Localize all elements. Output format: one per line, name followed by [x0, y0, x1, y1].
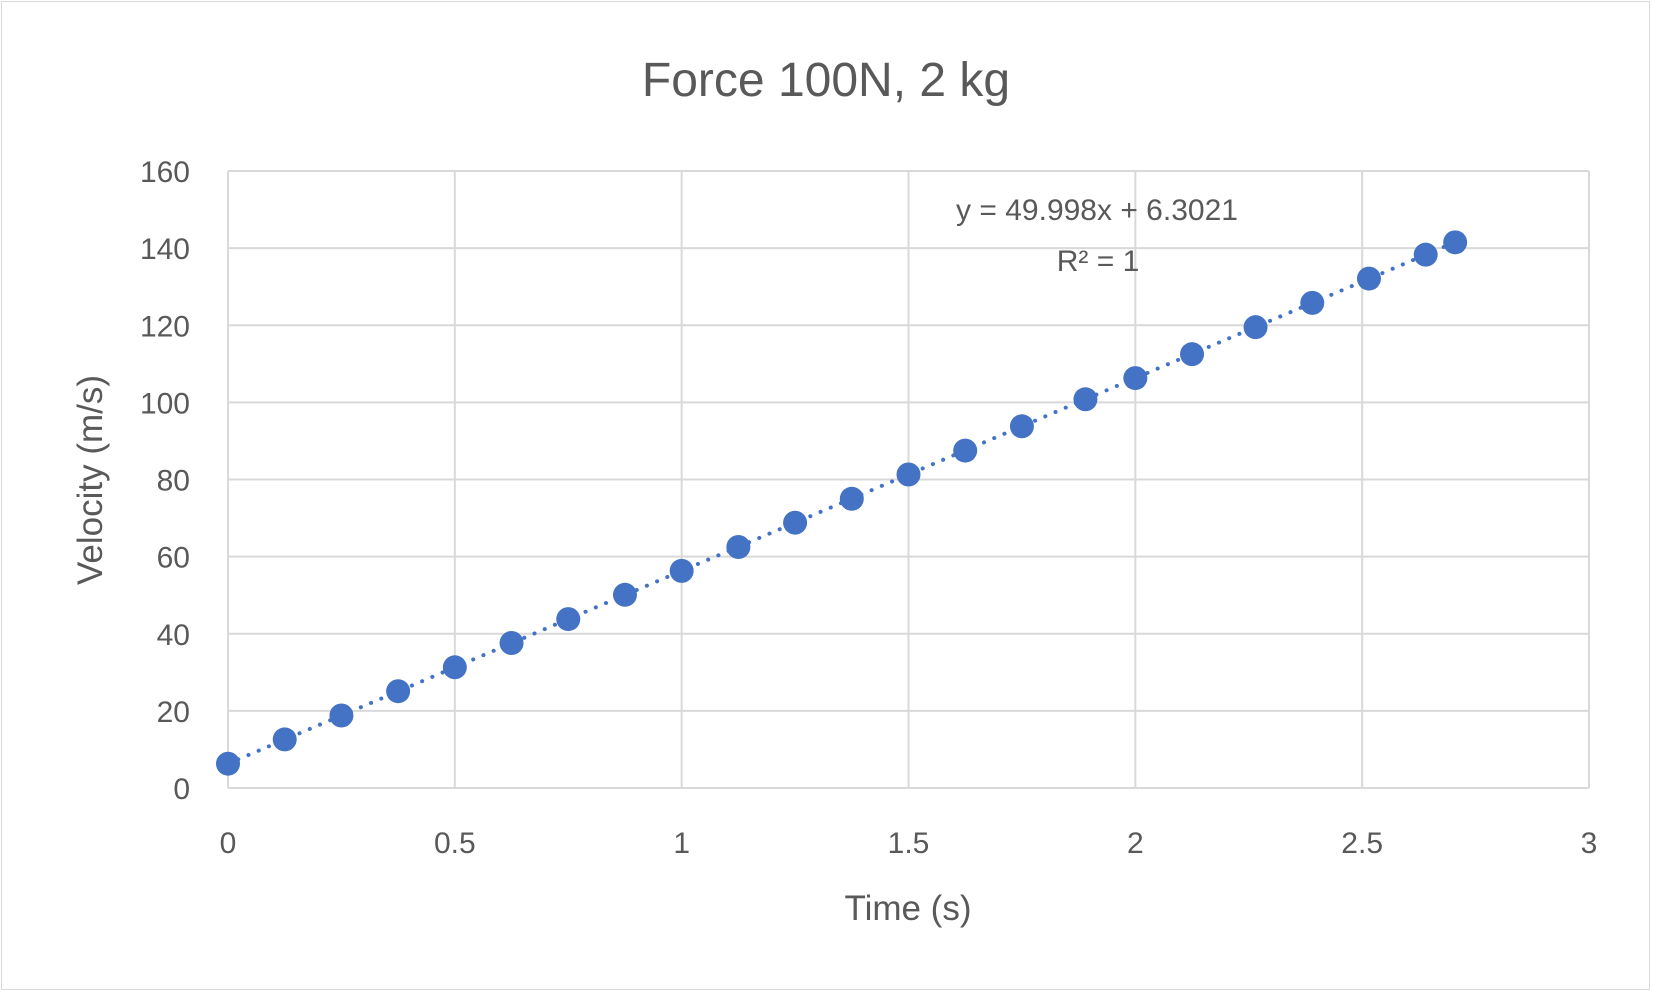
y-tick-label: 140 — [140, 233, 190, 266]
data-point — [442, 655, 467, 680]
data-point — [1356, 266, 1381, 291]
data-point — [1243, 315, 1268, 340]
data-point — [1300, 290, 1325, 315]
data-point — [386, 679, 411, 704]
data-point — [669, 558, 694, 583]
data-point — [1180, 342, 1205, 367]
y-tick-label: 0 — [173, 773, 190, 806]
x-tick-label: 2 — [1127, 827, 1144, 860]
x-tick-label: 1.5 — [888, 827, 930, 860]
data-point — [1009, 414, 1034, 439]
data-point — [1443, 230, 1468, 255]
x-tick-label: 2.5 — [1341, 827, 1383, 860]
y-axis-title: Velocity (m/s) — [71, 375, 110, 585]
trendline-equation: y = 49.998x + 6.3021 — [956, 194, 1238, 227]
y-tick-label: 100 — [140, 387, 190, 420]
y-axis-tick-labels: 0 20 40 60 80 100 120 140 160 — [140, 156, 190, 806]
data-point — [499, 631, 524, 656]
x-tick-label: 1 — [673, 827, 690, 860]
data-points — [216, 230, 1468, 776]
y-tick-label: 80 — [157, 465, 190, 498]
x-tick-label: 0 — [220, 827, 237, 860]
data-point — [556, 607, 581, 632]
data-point — [329, 703, 354, 728]
data-point — [1413, 242, 1438, 267]
gridlines — [227, 170, 1590, 789]
x-axis-tick-labels: 0 0.5 1 1.5 2 2.5 3 — [220, 827, 1598, 860]
y-tick-label: 160 — [140, 156, 190, 189]
y-tick-label: 120 — [140, 310, 190, 343]
x-tick-label: 0.5 — [434, 827, 476, 860]
data-point — [1123, 366, 1148, 391]
data-point — [1073, 387, 1098, 412]
data-point — [783, 510, 808, 535]
x-axis-title: Time (s) — [844, 889, 971, 928]
y-tick-label: 40 — [157, 619, 190, 652]
x-tick-label: 3 — [1581, 827, 1598, 860]
chart-title: Force 100N, 2 kg — [642, 54, 1010, 107]
data-point — [726, 534, 751, 559]
y-tick-label: 20 — [157, 696, 190, 729]
data-point — [896, 462, 921, 487]
data-point — [612, 582, 637, 607]
trendline-r-squared: R² = 1 — [1057, 245, 1140, 278]
data-point — [953, 438, 978, 463]
data-point — [216, 751, 240, 776]
data-point — [839, 486, 864, 511]
data-point — [272, 727, 297, 752]
y-tick-label: 60 — [157, 542, 190, 575]
